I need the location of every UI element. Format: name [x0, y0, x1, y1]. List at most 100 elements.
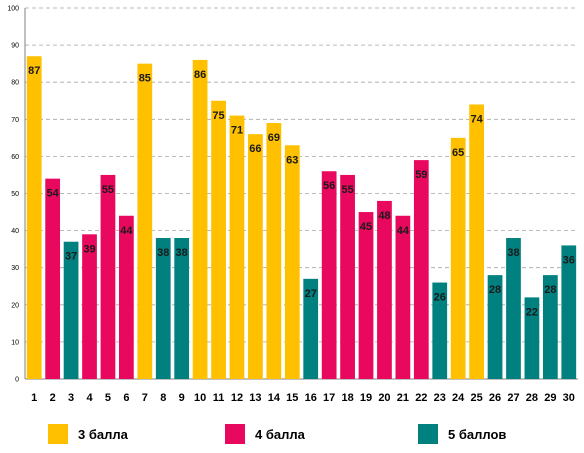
data-label: 86: [194, 69, 206, 81]
x-tick-label: 1: [31, 392, 37, 404]
data-label: 44: [120, 225, 133, 237]
data-label: 48: [378, 210, 390, 222]
bar: [174, 238, 190, 379]
x-tick-label: 12: [231, 392, 243, 404]
x-tick-label: 20: [378, 392, 390, 404]
x-tick-label: 30: [563, 392, 575, 404]
bar-chart-svg: 0102030405060708090100871542373394555446…: [7, 6, 578, 404]
data-label: 65: [452, 147, 464, 159]
legend-label-4-points: 4 балла: [255, 426, 305, 442]
y-tick-label: 0: [15, 377, 19, 384]
bar: [63, 241, 79, 379]
x-tick-label: 29: [544, 392, 556, 404]
y-tick-label: 50: [11, 191, 19, 198]
bar: [211, 100, 226, 379]
bar: [303, 278, 319, 379]
data-label: 55: [341, 184, 353, 196]
bar: [26, 56, 42, 379]
bar: [377, 200, 392, 379]
data-label: 63: [286, 154, 298, 166]
x-tick-label: 22: [415, 392, 427, 404]
data-label: 87: [28, 65, 40, 77]
bar: [358, 212, 374, 379]
x-tick-label: 4: [86, 392, 93, 404]
x-tick-label: 25: [470, 392, 482, 404]
legend-item-3-points: 3 балла: [48, 420, 128, 448]
data-label: 74: [470, 113, 483, 125]
bar: [266, 123, 282, 379]
x-tick-label: 13: [249, 392, 261, 404]
legend-swatch-5-points: [418, 424, 438, 444]
x-tick-label: 11: [213, 392, 225, 404]
data-label: 38: [176, 247, 188, 259]
legend-label-3-points: 3 балла: [78, 426, 128, 442]
bar: [340, 174, 355, 379]
bar: [192, 59, 208, 379]
data-label: 71: [231, 125, 243, 137]
data-label: 26: [434, 292, 446, 304]
data-label: 39: [83, 243, 95, 255]
chart-legend: 3 балла 4 балла 5 баллов: [0, 420, 584, 450]
x-tick-label: 26: [489, 392, 501, 404]
x-tick-label: 5: [105, 392, 111, 404]
bar: [45, 178, 61, 379]
bar: [100, 174, 116, 379]
data-label: 56: [323, 180, 335, 192]
bar: [137, 63, 153, 380]
x-tick-label: 15: [286, 392, 298, 404]
x-tick-label: 16: [305, 392, 317, 404]
legend-swatch-3-points: [48, 424, 68, 444]
x-tick-label: 10: [194, 392, 206, 404]
bar: [413, 160, 429, 379]
bar: [321, 171, 337, 379]
bar: [542, 275, 558, 379]
data-label: 38: [507, 247, 519, 259]
bar: [561, 245, 577, 379]
data-label: 36: [563, 254, 575, 266]
x-tick-label: 3: [68, 392, 74, 404]
y-tick-label: 60: [11, 154, 19, 161]
x-tick-label: 6: [123, 392, 129, 404]
bar: [248, 134, 263, 379]
x-tick-label: 27: [507, 392, 519, 404]
y-tick-label: 20: [11, 302, 19, 309]
x-tick-label: 19: [360, 392, 372, 404]
x-tick-label: 9: [179, 392, 185, 404]
bar: [432, 282, 448, 379]
data-label: 45: [360, 221, 372, 233]
x-tick-label: 23: [434, 392, 446, 404]
data-label: 28: [544, 284, 556, 296]
data-label: 59: [415, 169, 427, 181]
y-tick-label: 80: [11, 80, 19, 87]
bar: [450, 137, 466, 379]
data-label: 85: [139, 73, 151, 85]
data-label: 66: [249, 143, 261, 155]
bar: [229, 115, 245, 379]
y-tick-label: 40: [11, 228, 19, 235]
y-tick-label: 70: [11, 117, 19, 124]
y-tick-label: 90: [11, 43, 19, 50]
x-tick-label: 21: [397, 392, 409, 404]
bar: [395, 215, 411, 379]
data-label: 69: [268, 132, 280, 144]
x-tick-label: 2: [50, 392, 56, 404]
bar: [524, 297, 540, 379]
data-label: 75: [212, 110, 224, 122]
bar: [487, 275, 503, 379]
bar: [284, 145, 300, 379]
y-tick-label: 30: [11, 265, 19, 272]
bar: [155, 238, 171, 379]
y-tick-label: 10: [11, 339, 19, 346]
data-label: 27: [305, 288, 317, 300]
x-tick-label: 14: [268, 392, 281, 404]
x-tick-label: 7: [142, 392, 148, 404]
x-tick-label: 28: [526, 392, 538, 404]
x-tick-label: 8: [160, 392, 166, 404]
bar: [506, 238, 521, 379]
x-tick-label: 18: [341, 392, 353, 404]
bar: [119, 215, 134, 379]
x-tick-label: 24: [452, 392, 465, 404]
bar: [82, 234, 97, 379]
data-label: 37: [65, 251, 77, 263]
